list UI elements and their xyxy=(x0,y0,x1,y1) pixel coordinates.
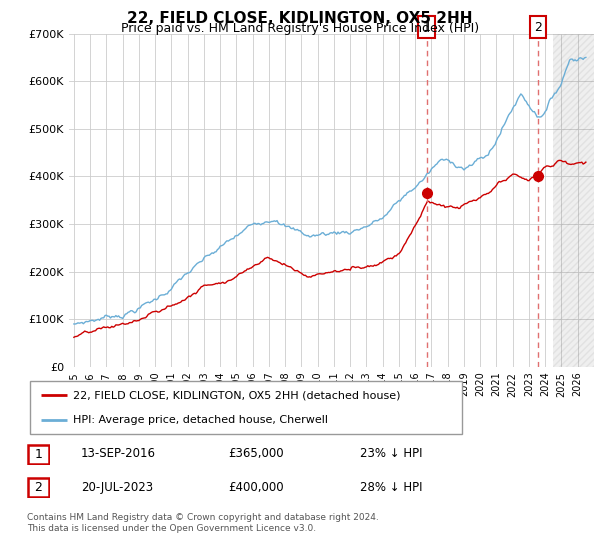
Text: 23% ↓ HPI: 23% ↓ HPI xyxy=(360,447,422,460)
Text: £365,000: £365,000 xyxy=(228,447,284,460)
Text: 1: 1 xyxy=(423,21,431,34)
Text: £400,000: £400,000 xyxy=(228,480,284,494)
Text: 28% ↓ HPI: 28% ↓ HPI xyxy=(360,480,422,494)
Text: 2: 2 xyxy=(34,481,43,494)
Text: 22, FIELD CLOSE, KIDLINGTON, OX5 2HH (detached house): 22, FIELD CLOSE, KIDLINGTON, OX5 2HH (de… xyxy=(73,390,401,400)
Text: 1: 1 xyxy=(34,447,43,461)
FancyBboxPatch shape xyxy=(28,478,49,497)
FancyBboxPatch shape xyxy=(28,445,49,464)
Text: This data is licensed under the Open Government Licence v3.0.: This data is licensed under the Open Gov… xyxy=(27,524,316,533)
Text: Price paid vs. HM Land Registry's House Price Index (HPI): Price paid vs. HM Land Registry's House … xyxy=(121,22,479,35)
Bar xyxy=(553,34,594,367)
Text: Contains HM Land Registry data © Crown copyright and database right 2024.: Contains HM Land Registry data © Crown c… xyxy=(27,513,379,522)
Text: HPI: Average price, detached house, Cherwell: HPI: Average price, detached house, Cher… xyxy=(73,414,328,424)
Text: 2: 2 xyxy=(534,21,542,34)
Text: 20-JUL-2023: 20-JUL-2023 xyxy=(81,480,153,494)
FancyBboxPatch shape xyxy=(30,381,462,434)
Text: 22, FIELD CLOSE, KIDLINGTON, OX5 2HH: 22, FIELD CLOSE, KIDLINGTON, OX5 2HH xyxy=(127,11,473,26)
Text: 13-SEP-2016: 13-SEP-2016 xyxy=(81,447,156,460)
